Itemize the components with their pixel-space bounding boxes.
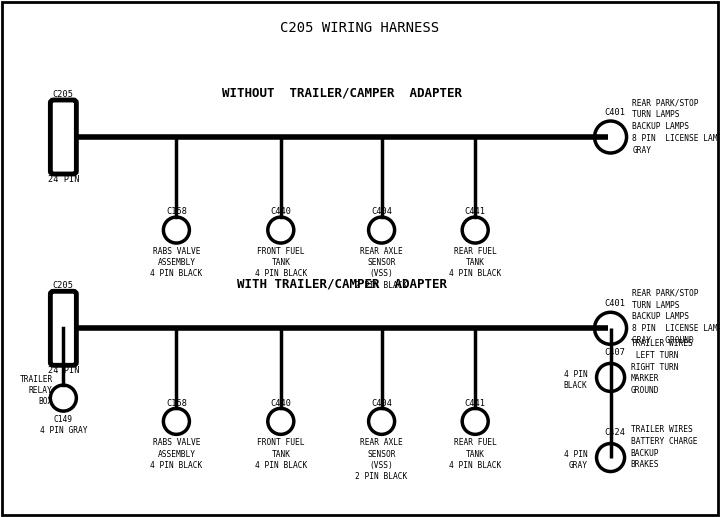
Text: FRONT FUEL
TANK
4 PIN BLACK: FRONT FUEL TANK 4 PIN BLACK (255, 438, 307, 469)
FancyBboxPatch shape (50, 100, 76, 174)
Circle shape (50, 385, 76, 411)
Text: WITHOUT  TRAILER/CAMPER  ADAPTER: WITHOUT TRAILER/CAMPER ADAPTER (222, 86, 462, 100)
Text: 24 PIN: 24 PIN (48, 175, 79, 184)
Text: C401: C401 (605, 299, 626, 308)
Circle shape (462, 408, 488, 434)
Text: REAR AXLE
SENSOR
(VSS)
2 PIN BLACK: REAR AXLE SENSOR (VSS) 2 PIN BLACK (356, 247, 408, 290)
Text: C441: C441 (464, 399, 486, 408)
Text: C158: C158 (166, 399, 187, 408)
Text: C401: C401 (605, 108, 626, 117)
Circle shape (268, 217, 294, 243)
Text: C440: C440 (270, 207, 292, 217)
Text: TRAILER WIRES
 LEFT TURN
RIGHT TURN
MARKER
GROUND: TRAILER WIRES LEFT TURN RIGHT TURN MARKE… (631, 339, 693, 395)
Circle shape (268, 408, 294, 434)
Text: C424: C424 (605, 428, 626, 437)
Circle shape (369, 408, 395, 434)
Text: FRONT FUEL
TANK
4 PIN BLACK: FRONT FUEL TANK 4 PIN BLACK (255, 247, 307, 278)
Text: REAR AXLE
SENSOR
(VSS)
2 PIN BLACK: REAR AXLE SENSOR (VSS) 2 PIN BLACK (356, 438, 408, 481)
Circle shape (163, 408, 189, 434)
Text: C404: C404 (371, 399, 392, 408)
Text: REAR FUEL
TANK
4 PIN BLACK: REAR FUEL TANK 4 PIN BLACK (449, 247, 501, 278)
Text: C407: C407 (605, 348, 626, 357)
Text: C205: C205 (53, 281, 74, 291)
Circle shape (163, 217, 189, 243)
Text: WITH TRAILER/CAMPER  ADAPTER: WITH TRAILER/CAMPER ADAPTER (237, 278, 447, 291)
Text: C205: C205 (53, 90, 74, 99)
Text: C441: C441 (464, 207, 486, 217)
Text: TRAILER WIRES
BATTERY CHARGE
BACKUP
BRAKES: TRAILER WIRES BATTERY CHARGE BACKUP BRAK… (631, 425, 697, 469)
FancyBboxPatch shape (50, 291, 76, 366)
Text: 4 PIN
GRAY: 4 PIN GRAY (564, 450, 588, 470)
Circle shape (369, 217, 395, 243)
Circle shape (595, 312, 626, 344)
Circle shape (597, 363, 624, 391)
Text: C440: C440 (270, 399, 292, 408)
Circle shape (595, 121, 626, 153)
Text: C149
4 PIN GRAY: C149 4 PIN GRAY (40, 415, 87, 435)
Text: REAR PARK/STOP
TURN LAMPS
BACKUP LAMPS
8 PIN  LICENSE LAMPS
GRAY: REAR PARK/STOP TURN LAMPS BACKUP LAMPS 8… (632, 99, 720, 155)
Text: REAR FUEL
TANK
4 PIN BLACK: REAR FUEL TANK 4 PIN BLACK (449, 438, 501, 469)
Text: C158: C158 (166, 207, 187, 217)
Text: C205 WIRING HARNESS: C205 WIRING HARNESS (280, 21, 440, 36)
Circle shape (462, 217, 488, 243)
Circle shape (597, 444, 624, 472)
Text: TRAILER
RELAY
BOX: TRAILER RELAY BOX (19, 375, 53, 406)
Text: C404: C404 (371, 207, 392, 217)
Text: REAR PARK/STOP
TURN LAMPS
BACKUP LAMPS
8 PIN  LICENSE LAMPS
GRAY   GROUND: REAR PARK/STOP TURN LAMPS BACKUP LAMPS 8… (632, 289, 720, 345)
Text: 24 PIN: 24 PIN (48, 366, 79, 375)
Text: RABS VALVE
ASSEMBLY
4 PIN BLACK: RABS VALVE ASSEMBLY 4 PIN BLACK (150, 247, 202, 278)
Text: 4 PIN
BLACK: 4 PIN BLACK (564, 370, 588, 390)
Text: RABS VALVE
ASSEMBLY
4 PIN BLACK: RABS VALVE ASSEMBLY 4 PIN BLACK (150, 438, 202, 469)
